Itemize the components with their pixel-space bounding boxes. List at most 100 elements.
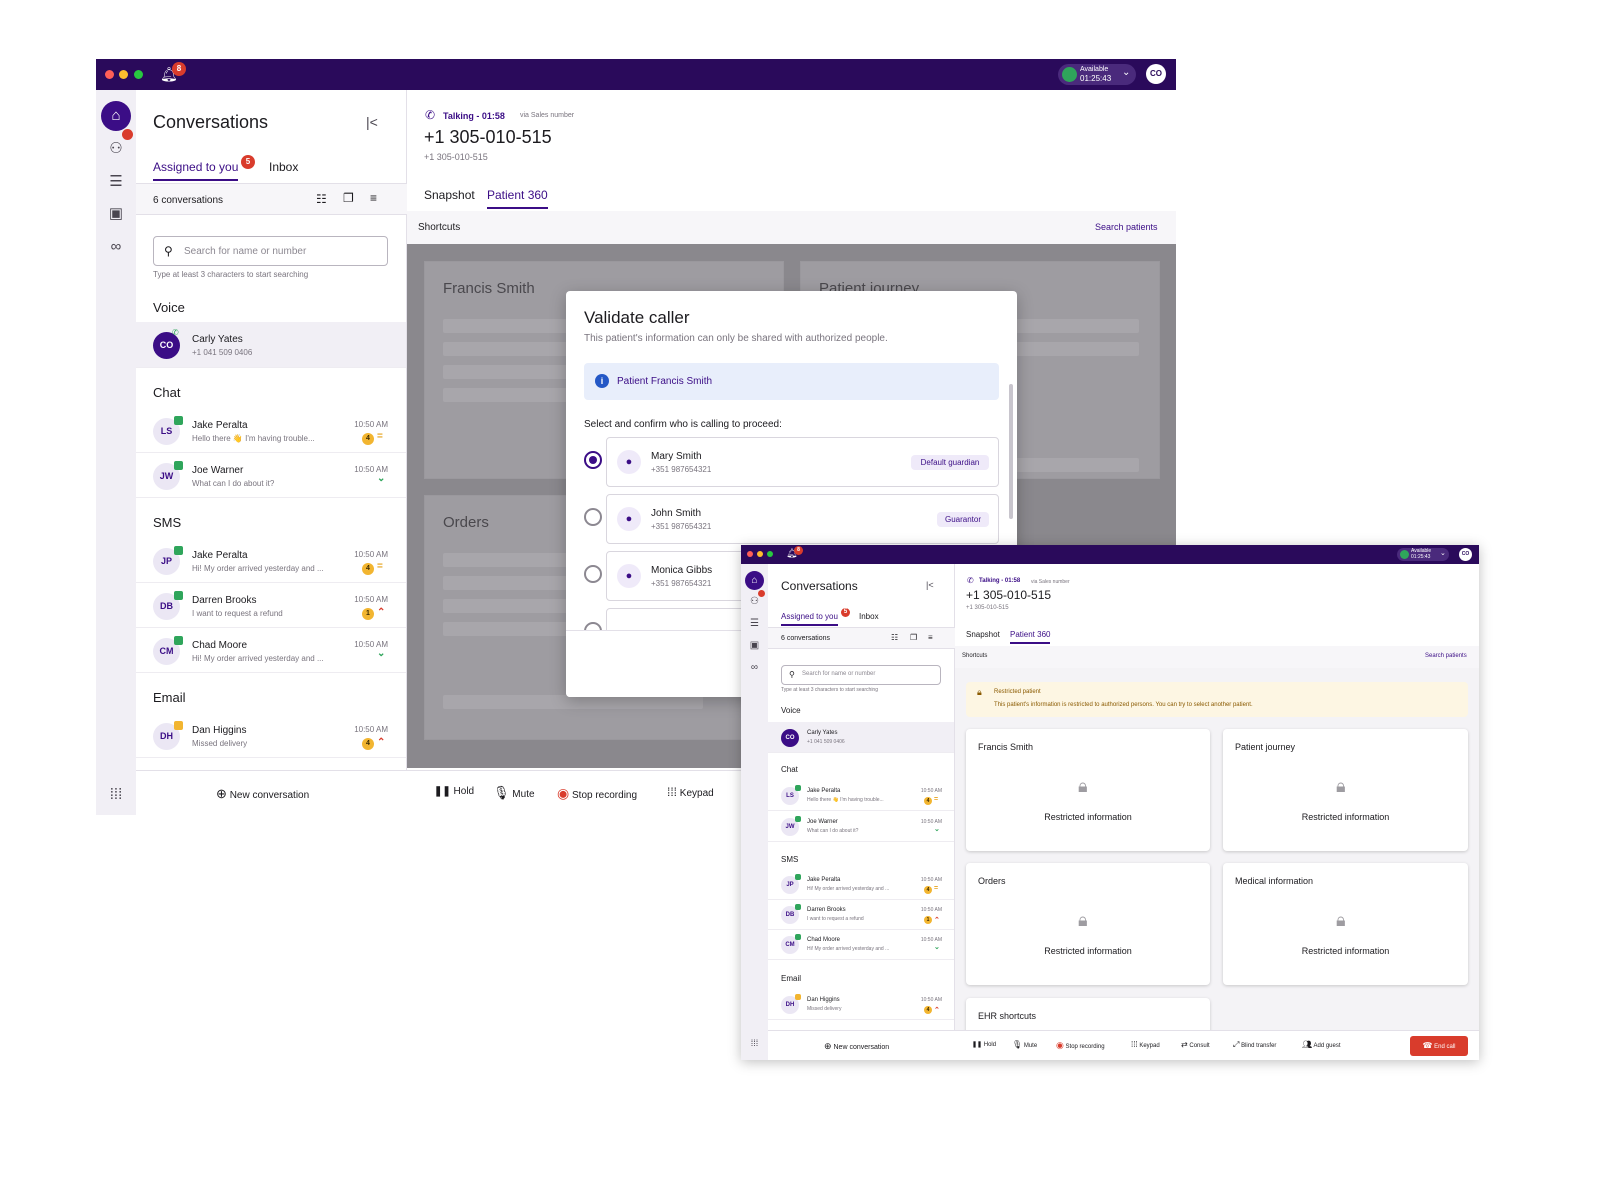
person-option[interactable]: ● Mary Smith +351 987654321 Default guar…: [606, 437, 999, 487]
mute-button[interactable]: 🎙︎ Mute: [493, 785, 535, 801]
person-option[interactable]: ● John Smith +351 987654321 Guarantor: [606, 494, 999, 544]
lock-icon: 🔒︎: [1078, 910, 1088, 930]
card-medical-information: Medical information 🔒︎ Restricted inform…: [1223, 863, 1468, 985]
collapse-panel-icon[interactable]: |<: [366, 114, 378, 130]
contact-card-icon[interactable]: ▣: [749, 640, 760, 651]
restricted-label: Restricted information: [1044, 812, 1132, 822]
end-call-button[interactable]: ☎︎ End call: [1410, 1036, 1468, 1056]
list-item[interactable]: JW Joe Warner What can I do about it? 10…: [136, 453, 406, 498]
hold-button[interactable]: ❚❚ Hold: [434, 786, 474, 797]
select-icon[interactable]: ❐: [343, 191, 354, 205]
consult-button[interactable]: ⇄ Consult: [1181, 1040, 1210, 1049]
list-item[interactable]: JW Joe Warner What can I do about it? 10…: [768, 811, 954, 842]
blind-transfer-button[interactable]: ⤢ Blind transfer: [1233, 1040, 1276, 1050]
contact-card-icon[interactable]: ▣: [108, 205, 124, 222]
stop-recording-button[interactable]: ◉ Stop recording: [1056, 1040, 1105, 1051]
priority-icon: ⌃: [377, 737, 386, 748]
new-conversation-button[interactable]: ⊕ New conversation: [824, 1041, 889, 1052]
keypad-button[interactable]: ⁞⁞⁞ Keypad: [1131, 1040, 1160, 1049]
window-zoom-dot[interactable]: [134, 70, 143, 79]
list-item[interactable]: JP Jake Peralta Hi! My order arrived yes…: [768, 870, 954, 900]
filter-icon[interactable]: ≡: [370, 191, 378, 205]
keypad-button[interactable]: ⁞⁞⁞ Keypad: [667, 785, 714, 799]
voicemail-icon[interactable]: ∞: [750, 662, 759, 673]
apps-grid-icon[interactable]: ⁞⁞⁞: [750, 1038, 759, 1048]
dialog-title: Validate caller: [584, 308, 690, 327]
avatar: JP: [153, 548, 180, 575]
bell-icon[interactable]: 🔔︎: [786, 548, 798, 558]
collapse-panel-icon[interactable]: |<: [926, 580, 934, 590]
sort-icon[interactable]: ☷: [891, 633, 899, 642]
voicemail-icon[interactable]: ∞: [110, 238, 122, 255]
radio-john-smith[interactable]: [584, 508, 602, 526]
stop-recording-button[interactable]: ◉ Stop recording: [557, 785, 637, 802]
window-close-dot[interactable]: [105, 70, 114, 79]
mute-button[interactable]: 🎙︎ Mute: [1012, 1040, 1037, 1049]
channel-chip: [795, 785, 801, 791]
radio-mary-smith[interactable]: [584, 451, 602, 469]
search-patients-link[interactable]: Search patients: [1425, 653, 1467, 659]
tab-inbox[interactable]: Inbox: [859, 612, 879, 621]
dialog-scrollbar[interactable]: [1009, 384, 1013, 519]
transfer-icon: ⤢: [1233, 1040, 1240, 1049]
list-item[interactable]: LS Jake Peralta Hello there 👋 I'm having…: [136, 408, 406, 453]
window-minimize-dot[interactable]: [757, 551, 763, 557]
apps-grid-icon[interactable]: ⁞⁞⁞: [109, 786, 123, 803]
select-icon[interactable]: ❐: [910, 633, 918, 642]
tab-patient-360[interactable]: Patient 360: [1010, 630, 1051, 644]
list-item[interactable]: CO ✆ Carly Yates +1 041 509 0406: [136, 322, 406, 368]
status-label: Available: [1080, 66, 1109, 73]
list-item[interactable]: CO Carly Yates +1 041 509 0406: [768, 722, 954, 753]
message-preview: I want to request a refund: [807, 916, 864, 922]
tab-inbox[interactable]: Inbox: [269, 160, 299, 174]
contacts-signal-icon[interactable]: ⚇: [109, 140, 123, 157]
new-conversation-button[interactable]: ⊕ New conversation: [216, 786, 309, 802]
stop-recording-label: Stop recording: [1065, 1044, 1105, 1050]
search-input[interactable]: ⚲ Search for name or number: [781, 665, 941, 685]
list-item[interactable]: JP Jake Peralta Hi! My order arrived yes…: [136, 538, 406, 583]
tab-assigned[interactable]: Assigned to you: [781, 612, 838, 626]
list-item[interactable]: LS Jake Peralta Hello there 👋 I'm having…: [768, 780, 954, 811]
list-item[interactable]: DB Darren Brooks I want to request a ref…: [136, 583, 406, 628]
list-item[interactable]: DH Dan Higgins Missed delivery 10:50 AM …: [768, 990, 954, 1020]
contact-name: Carly Yates: [807, 730, 838, 736]
channel-chip: [795, 816, 801, 822]
contact-name: Chad Moore: [192, 640, 248, 651]
list-item[interactable]: CM Chad Moore Hi! My order arrived yeste…: [768, 930, 954, 960]
home-icon[interactable]: ⌂: [101, 101, 131, 131]
list-toolbar: 6 conversations ☷ ❐ ≡: [768, 627, 955, 649]
add-guest-button[interactable]: 👥︎ Add guest: [1302, 1040, 1341, 1049]
tab-snapshot[interactable]: Snapshot: [424, 188, 475, 202]
tab-patient-360[interactable]: Patient 360: [487, 188, 548, 209]
status-pill[interactable]: Available 01:25:43 ⌄: [1058, 64, 1136, 85]
list-item[interactable]: DB Darren Brooks I want to request a ref…: [768, 900, 954, 930]
search-input[interactable]: ⚲ Search for name or number: [153, 236, 388, 266]
home-icon[interactable]: ⌂: [745, 571, 764, 590]
list-item[interactable]: CM Chad Moore Hi! My order arrived yeste…: [136, 628, 406, 673]
keypad-icon: ⁞⁞⁞: [1131, 1040, 1138, 1049]
list-item[interactable]: DH Dan Higgins Missed delivery 10:50 AM …: [136, 713, 406, 758]
section-chat: Chat: [781, 765, 798, 774]
list-icon[interactable]: ☰: [750, 618, 759, 629]
restricted-label: Restricted information: [1301, 812, 1390, 822]
window-zoom-dot[interactable]: [767, 551, 773, 557]
search-patients-link[interactable]: Search patients: [1095, 222, 1158, 232]
window-minimize-dot[interactable]: [119, 70, 128, 79]
list-icon[interactable]: ☰: [109, 173, 123, 190]
status-pill[interactable]: Available 01:25:43 ⌄: [1397, 548, 1449, 561]
hold-button[interactable]: ❚❚ Hold: [972, 1041, 996, 1048]
card-orders: Orders 🔒︎ Restricted information: [966, 863, 1210, 985]
contact-name: Jake Peralta: [192, 550, 248, 561]
priority-icon: ⌃: [377, 607, 386, 618]
radio-monica-gibbs[interactable]: [584, 565, 602, 583]
tab-assigned[interactable]: Assigned to you: [153, 160, 239, 181]
sort-icon[interactable]: ☷: [316, 192, 327, 206]
avatar[interactable]: CO: [1459, 548, 1472, 561]
window-close-dot[interactable]: [747, 551, 753, 557]
tab-snapshot[interactable]: Snapshot: [966, 630, 1000, 639]
avatar[interactable]: CO: [1146, 64, 1166, 84]
contacts-signal-icon[interactable]: ⚇: [750, 596, 759, 607]
caller-number: +1 305-010-515: [966, 588, 1052, 602]
filter-icon[interactable]: ≡: [928, 633, 933, 642]
person-icon: ●: [617, 507, 641, 531]
